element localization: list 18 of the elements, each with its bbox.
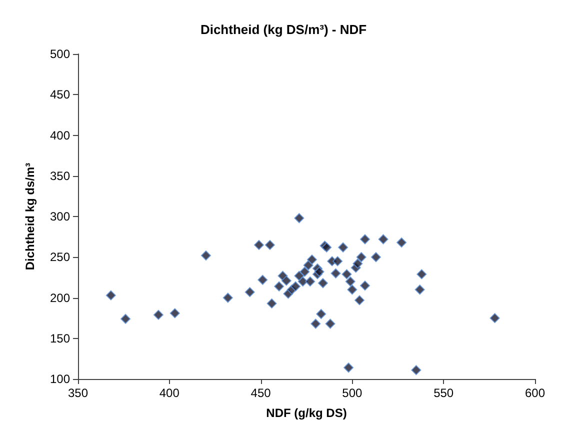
- x-axis-title: NDF (g/kg DS): [266, 406, 347, 420]
- y-axis-title: Dichtheid kg ds/m³: [23, 162, 37, 270]
- y-tick-label: 200: [50, 290, 70, 305]
- x-tick-label: 600: [524, 386, 546, 400]
- x-tick-label: 550: [434, 386, 454, 400]
- y-tick-label: 450: [50, 88, 70, 102]
- x-tick-label: 400: [159, 386, 180, 400]
- y-tick-label: 300: [50, 210, 70, 224]
- y-tick-label: 400: [50, 128, 70, 142]
- chart-title: Dichtheid (kg DS/m³) - NDF: [200, 22, 367, 37]
- x-tick-label: 450: [250, 386, 272, 400]
- y-tick-label: 100: [50, 372, 70, 386]
- y-tick-label: 250: [50, 250, 70, 264]
- y-tick-label: 350: [50, 168, 70, 183]
- y-tick-label: 150: [50, 331, 70, 346]
- x-tick-label: 350: [68, 386, 88, 400]
- y-tick-label: 500: [50, 47, 70, 61]
- x-tick-label: 500: [342, 386, 363, 400]
